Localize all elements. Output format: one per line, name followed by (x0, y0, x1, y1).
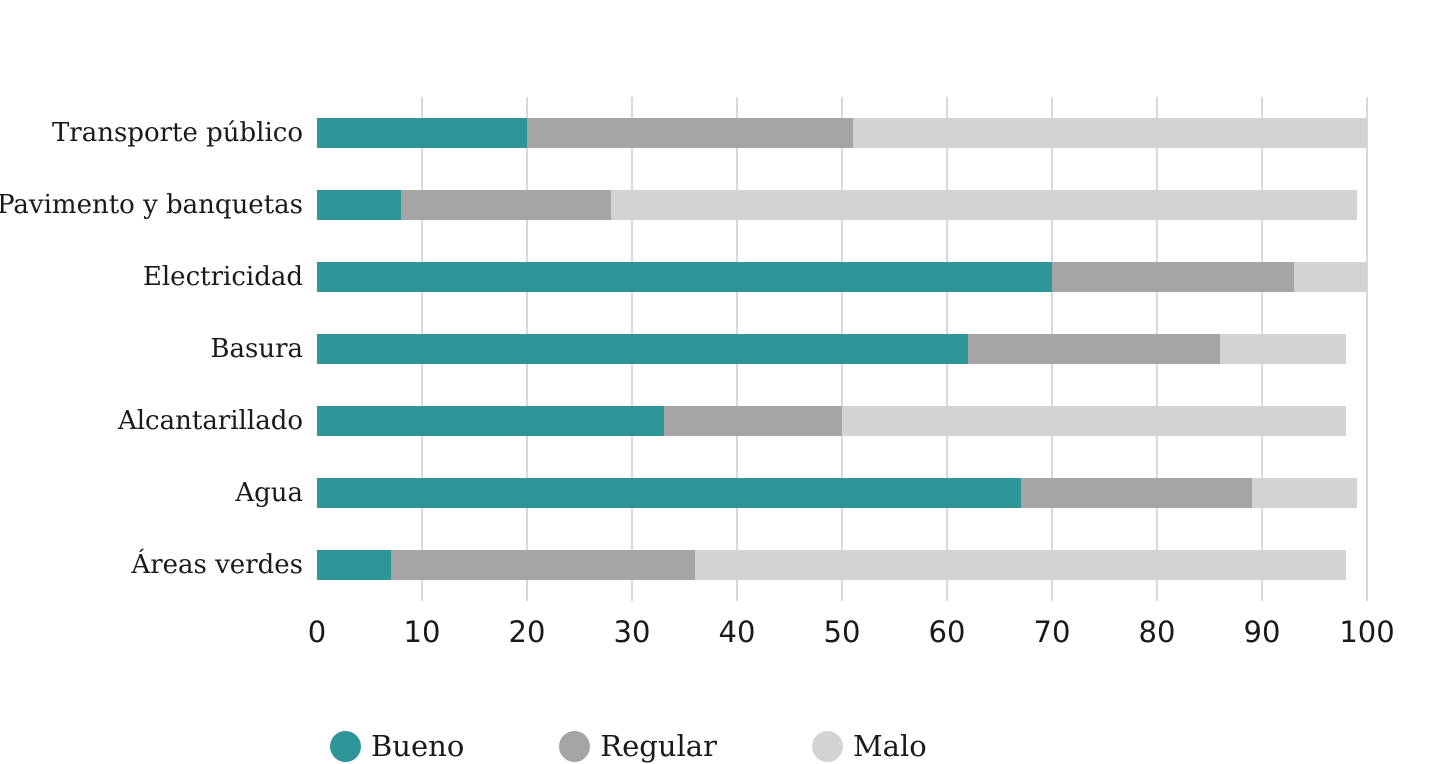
legend-item-malo: Malo (811, 729, 927, 763)
bar-segment-regular (968, 334, 1220, 364)
bar-row (317, 97, 1367, 169)
bar-segment-regular (390, 550, 695, 580)
gridline (1366, 97, 1368, 601)
bar-row (317, 457, 1367, 529)
bar-segment-regular (401, 190, 611, 220)
bar-segment-malo (1251, 478, 1357, 508)
legend-swatch-malo (811, 730, 843, 762)
x-tick-label: 0 (307, 615, 327, 649)
bar-track (317, 334, 1367, 364)
plot-area (317, 97, 1368, 601)
bar-row (317, 241, 1367, 313)
bar-track (317, 550, 1367, 580)
legend: Bueno Regular Malo (330, 729, 1439, 763)
x-tick-label: 100 (1339, 615, 1395, 649)
bar-segment-bueno (317, 190, 401, 220)
bar-segment-regular (527, 118, 853, 148)
x-tick-label: 10 (403, 615, 441, 649)
x-tick-label: 50 (823, 615, 861, 649)
x-tick-label: 20 (508, 615, 546, 649)
x-tick-label: 60 (928, 615, 966, 649)
category-label: Transporte público (51, 118, 303, 148)
bar-segment-regular (663, 406, 842, 436)
bar-segment-bueno (317, 262, 1052, 292)
bar-segment-malo (1293, 262, 1367, 292)
bar-row (317, 529, 1367, 601)
category-label: Agua (235, 478, 303, 508)
bar-segment-malo (611, 190, 1357, 220)
chart-body: Transporte público Pavimento y banquetas E… (0, 97, 1439, 601)
bar-segment-malo (852, 118, 1367, 148)
stacked-bar-chart: Transporte público Pavimento y banquetas E… (0, 97, 1439, 763)
bar-segment-bueno (317, 334, 968, 364)
legend-label: Bueno (371, 729, 465, 763)
x-tick-label: 90 (1243, 615, 1281, 649)
bar-track (317, 478, 1367, 508)
bar-track (317, 262, 1367, 292)
bars-container (317, 97, 1367, 601)
category-label: Pavimento y banquetas (0, 190, 303, 220)
bar-segment-bueno (317, 478, 1021, 508)
legend-item-bueno: Bueno (330, 729, 464, 763)
x-tick-label: 70 (1033, 615, 1071, 649)
x-tick-label: 40 (718, 615, 756, 649)
bar-track (317, 406, 1367, 436)
bar-segment-bueno (317, 550, 391, 580)
bar-segment-regular (1020, 478, 1252, 508)
bar-track (317, 118, 1367, 148)
legend-label: Regular (600, 729, 717, 763)
bar-row (317, 385, 1367, 457)
category-labels-column: Transporte público Pavimento y banquetas E… (0, 97, 317, 601)
x-axis: 0 10 20 30 40 50 60 70 80 90 100 (308, 615, 1395, 667)
bar-track (317, 190, 1367, 220)
bar-segment-malo (695, 550, 1346, 580)
legend-item-regular: Regular (559, 729, 717, 763)
bar-row (317, 313, 1367, 385)
legend-swatch-bueno (330, 730, 361, 762)
bar-segment-malo (1220, 334, 1346, 364)
category-label: Basura (210, 334, 303, 364)
x-tick-label: 30 (613, 615, 651, 649)
bar-segment-malo (842, 406, 1346, 436)
bar-row (317, 169, 1367, 241)
bar-segment-bueno (317, 406, 664, 436)
legend-label: Malo (852, 729, 927, 763)
category-label: Áreas verdes (131, 550, 303, 580)
category-label: Electricidad (142, 262, 303, 292)
bar-segment-regular (1052, 262, 1294, 292)
legend-swatch-regular (559, 730, 591, 762)
bar-segment-bueno (317, 118, 527, 148)
category-label: Alcantarillado (117, 406, 303, 436)
x-tick-label: 80 (1138, 615, 1176, 649)
